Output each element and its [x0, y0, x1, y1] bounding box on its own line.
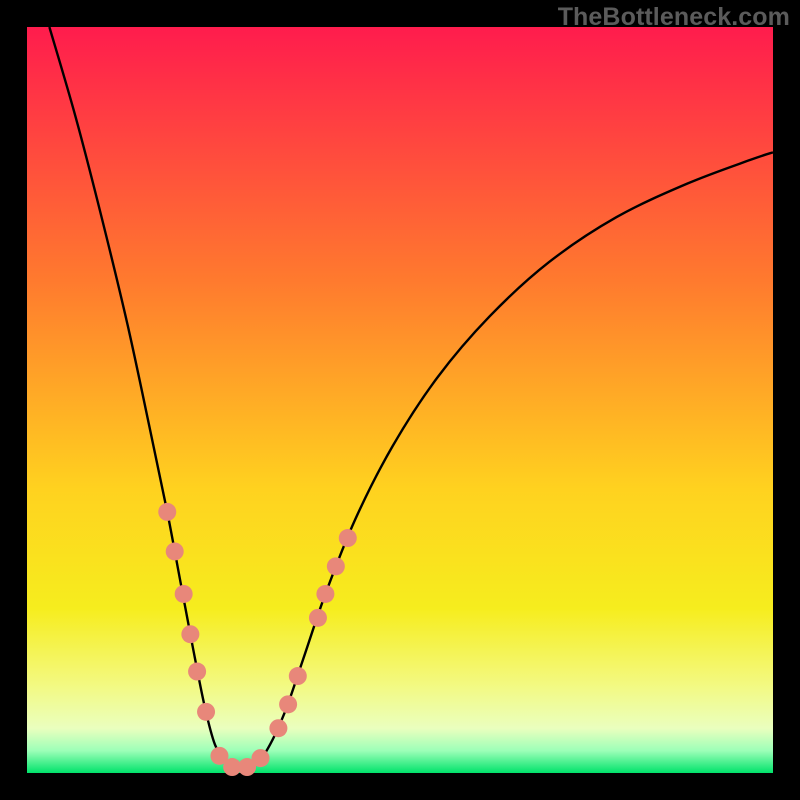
- chart-frame: TheBottleneck.com: [0, 0, 800, 800]
- data-marker: [289, 667, 307, 685]
- data-marker: [279, 695, 297, 713]
- data-marker: [269, 719, 287, 737]
- data-marker: [188, 663, 206, 681]
- data-marker: [175, 585, 193, 603]
- data-marker: [316, 585, 334, 603]
- data-marker: [309, 609, 327, 627]
- data-marker: [166, 542, 184, 560]
- data-marker: [252, 749, 270, 767]
- data-marker: [339, 529, 357, 547]
- data-marker: [327, 557, 345, 575]
- data-marker: [197, 703, 215, 721]
- data-marker: [158, 503, 176, 521]
- bottleneck-curve: [49, 27, 773, 769]
- chart-svg: [0, 0, 800, 800]
- data-marker: [181, 625, 199, 643]
